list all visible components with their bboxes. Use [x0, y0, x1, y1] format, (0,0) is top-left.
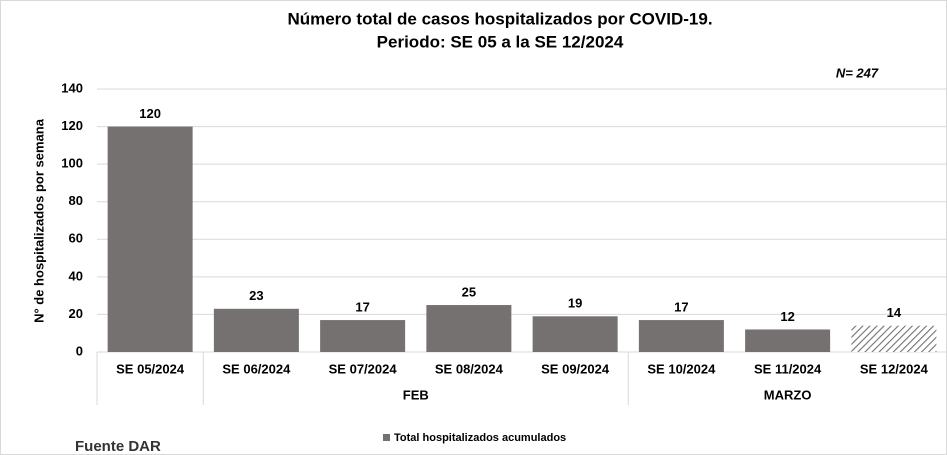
x-tick-label: SE 12/2024	[860, 361, 929, 376]
group-label: FEB	[403, 387, 429, 402]
x-tick-label: SE 10/2024	[647, 361, 716, 376]
bar	[745, 329, 830, 352]
y-tick-label: 60	[69, 231, 83, 246]
y-tick-label: 120	[61, 118, 83, 133]
y-tick-label: 40	[69, 268, 83, 283]
chart-title: Número total de casos hospitalizados por…	[287, 9, 712, 28]
bar	[214, 309, 299, 352]
y-tick-label: 80	[69, 193, 83, 208]
annotation: N= 247	[836, 65, 879, 80]
group-label: MARZO	[764, 387, 812, 402]
x-tick-label: SE 05/2024	[116, 361, 185, 376]
x-tick-label: SE 06/2024	[222, 361, 291, 376]
bar	[533, 316, 618, 352]
bar	[108, 127, 193, 352]
x-tick-label: SE 11/2024	[754, 361, 822, 376]
y-axis-label: N° de hospitalizados por semana	[31, 118, 46, 323]
x-tick-label: SE 08/2024	[435, 361, 504, 376]
bar	[639, 320, 724, 352]
data-label: 19	[568, 296, 582, 311]
chart-subtitle: Periodo: SE 05 a la SE 12/2024	[377, 32, 624, 51]
y-tick-label: 100	[61, 156, 83, 171]
data-label: 120	[139, 106, 161, 121]
data-label: 14	[887, 305, 902, 320]
legend-swatch	[383, 434, 390, 441]
data-label: 17	[355, 300, 369, 315]
data-label: 17	[674, 300, 688, 315]
data-label: 23	[249, 288, 263, 303]
x-tick-label: SE 09/2024	[541, 361, 610, 376]
bar	[426, 305, 511, 352]
bar	[851, 326, 936, 352]
bar	[320, 320, 405, 352]
legend-label: Total hospitalizados acumulados	[394, 432, 566, 444]
y-tick-label: 140	[61, 80, 83, 95]
data-label: 25	[462, 284, 476, 299]
source: Fuente DAR	[75, 438, 161, 455]
y-tick-label: 0	[76, 343, 83, 358]
y-tick-label: 20	[69, 306, 83, 321]
x-tick-label: SE 07/2024	[329, 361, 398, 376]
data-label: 12	[780, 309, 794, 324]
